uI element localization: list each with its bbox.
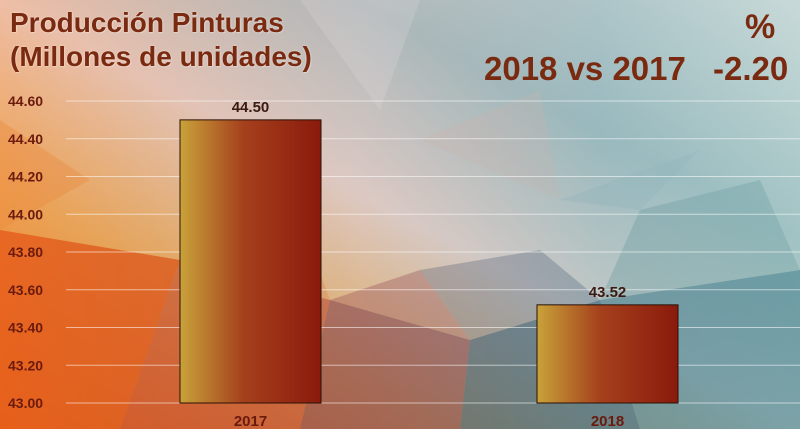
- x-tick-label-2017: 2017: [234, 413, 267, 429]
- data-labels: 44.50 43.52: [232, 99, 627, 301]
- data-label-2018: 43.52: [589, 284, 627, 301]
- y-tick-label: 44.00: [8, 206, 43, 222]
- bar-2018: [536, 304, 679, 404]
- bars: [179, 119, 679, 404]
- y-tick-label: 43.80: [8, 244, 43, 260]
- y-tick-label: 44.60: [8, 93, 43, 109]
- y-axis: 43.00 43.20 43.40 43.60 43.80 44.00 44.20 44.40…: [8, 93, 43, 411]
- x-tick-label-2018: 2018: [591, 413, 624, 429]
- percent-change-value: -2.20: [713, 50, 789, 87]
- chart-title: Producción Pinturas (Millones de unidade…: [10, 6, 312, 74]
- y-tick-label: 43.20: [8, 357, 43, 373]
- y-tick-label: 44.20: [8, 169, 43, 185]
- y-tick-label: 44.40: [8, 131, 43, 147]
- percent-symbol: %: [745, 8, 776, 46]
- comparison-label: 2018 vs 2017: [484, 50, 686, 87]
- y-tick-label: 43.60: [8, 282, 43, 298]
- data-label-2017: 44.50: [232, 99, 270, 116]
- chart-title-line2: (Millones de unidades): [10, 41, 312, 72]
- chart-title-line1: Producción Pinturas: [10, 7, 284, 38]
- x-axis: 2017 2018: [234, 413, 624, 429]
- y-tick-label: 43.00: [8, 395, 43, 411]
- gridlines: [66, 100, 800, 404]
- y-tick-label: 43.40: [8, 320, 43, 336]
- bar-2017: [179, 119, 322, 404]
